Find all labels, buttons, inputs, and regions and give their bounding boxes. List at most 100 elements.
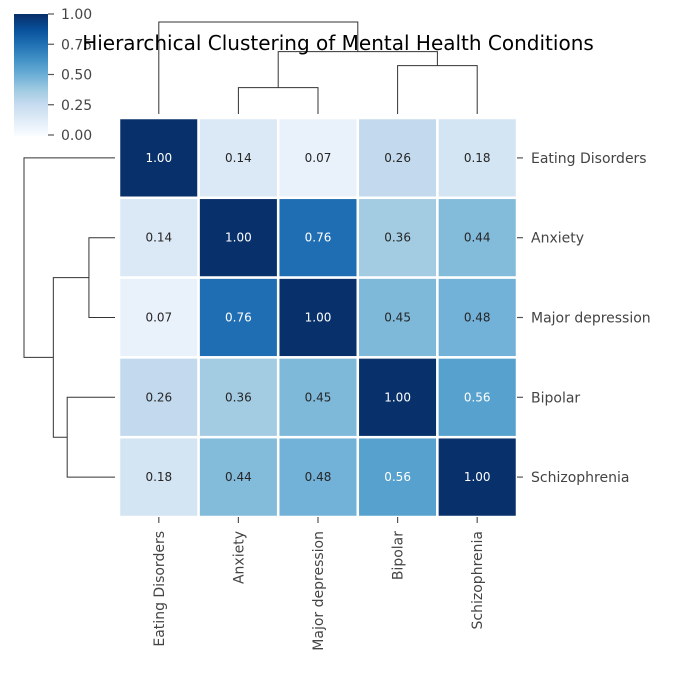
colorbar-segment bbox=[14, 36, 48, 39]
heatmap-cell bbox=[356, 276, 439, 359]
column-label-bipolar: Bipolar bbox=[391, 531, 407, 580]
colorbar-segment bbox=[14, 24, 48, 27]
colorbar-segment bbox=[14, 110, 48, 114]
column-label-anxiety: Anxiety bbox=[231, 531, 247, 584]
colorbar-segment bbox=[14, 16, 48, 19]
colorbar-tick-label: 0.75 bbox=[61, 37, 92, 53]
colorbar-segment bbox=[14, 50, 48, 53]
colorbar-segment bbox=[14, 38, 48, 41]
colorbar-segment bbox=[14, 96, 48, 100]
colorbar-tick-label: 0.00 bbox=[61, 128, 92, 144]
colorbar-segment bbox=[14, 42, 48, 45]
colorbar-segment bbox=[14, 98, 48, 102]
dendrogram-link bbox=[52, 277, 89, 438]
row-labels: Eating Disorders Anxiety Major depression B… bbox=[517, 151, 651, 486]
row-label-bipolar: Bipolar bbox=[531, 390, 580, 406]
cell-value-label: 1.00 bbox=[305, 311, 332, 325]
colorbar-segment bbox=[14, 66, 48, 70]
colorbar-segment bbox=[14, 118, 48, 122]
colorbar-tick-label: 1.00 bbox=[61, 7, 92, 23]
colorbar-segment bbox=[14, 78, 48, 82]
colorbar: 0.00 0.25 0.50 0.75 1.00 bbox=[14, 7, 92, 144]
column-labels: Eating Disorders Anxiety Major depression B… bbox=[152, 517, 486, 651]
colorbar-segment bbox=[14, 106, 48, 110]
colorbar-segment bbox=[14, 82, 48, 86]
colorbar-segment bbox=[14, 20, 48, 23]
cell-value-label: 0.44 bbox=[225, 470, 252, 484]
cell-value-label: 0.07 bbox=[305, 151, 332, 165]
colorbar-segment bbox=[14, 40, 48, 43]
heatmap-cell bbox=[197, 276, 280, 359]
cell-value-label: 0.48 bbox=[305, 470, 332, 484]
column-label-major-depression: Major depression bbox=[311, 531, 327, 651]
colorbar-segment bbox=[14, 130, 48, 134]
dendrogram-link bbox=[158, 21, 359, 114]
colorbar-segment bbox=[14, 124, 48, 128]
dendrogram-link bbox=[23, 157, 115, 358]
chart-title: Hierarchical Clustering of Mental Health… bbox=[82, 31, 594, 55]
colorbar-segment bbox=[14, 116, 48, 120]
row-label-schizophrenia: Schizophrenia bbox=[531, 470, 629, 486]
cell-value-label: 0.18 bbox=[145, 470, 172, 484]
colorbar-segment bbox=[14, 46, 48, 49]
heatmap-cell bbox=[197, 435, 280, 519]
colorbar-segment bbox=[14, 90, 48, 94]
colorbar-segment bbox=[14, 122, 48, 126]
colorbar-segment bbox=[14, 18, 48, 21]
colorbar-segment bbox=[14, 22, 48, 25]
row-label-anxiety: Anxiety bbox=[531, 231, 584, 247]
colorbar-segment bbox=[14, 64, 48, 68]
colorbar-segment bbox=[14, 80, 48, 84]
row-label-eating-disorders: Eating Disorders bbox=[531, 151, 647, 167]
column-dendrogram bbox=[158, 21, 478, 114]
colorbar-segment bbox=[14, 108, 48, 112]
colorbar-segment bbox=[14, 74, 48, 78]
cell-value-label: 0.07 bbox=[145, 311, 172, 325]
colorbar-tick-label: 0.50 bbox=[61, 68, 92, 84]
colorbar-segment bbox=[14, 84, 48, 88]
cell-value-label: 0.18 bbox=[464, 151, 491, 165]
cell-value-label: 0.56 bbox=[384, 470, 411, 484]
heatmap-cell bbox=[117, 196, 200, 279]
cell-value-label: 1.00 bbox=[225, 231, 252, 245]
colorbar-segment bbox=[14, 58, 48, 61]
colorbar-segment bbox=[14, 88, 48, 92]
cell-value-label: 0.45 bbox=[384, 311, 411, 325]
colorbar-segment bbox=[14, 128, 48, 132]
dendrogram-link bbox=[66, 396, 115, 478]
colorbar-segment bbox=[14, 54, 48, 57]
cell-value-label: 1.00 bbox=[145, 151, 172, 165]
cell-value-label: 1.00 bbox=[464, 470, 491, 484]
colorbar-segment bbox=[14, 34, 48, 37]
colorbar-segment bbox=[14, 126, 48, 130]
colorbar-segment bbox=[14, 28, 48, 31]
colorbar-segment bbox=[14, 30, 48, 33]
colorbar-segment bbox=[14, 112, 48, 116]
heatmap-cell bbox=[436, 196, 519, 279]
heatmap-cell bbox=[436, 435, 519, 519]
heatmap-grid: 1.00 0.14 0.07 0.26 0.18 0.14 1.00 0.76 0.36 0.44… bbox=[117, 116, 519, 519]
cell-value-label: 1.00 bbox=[384, 390, 411, 404]
cell-value-label: 0.56 bbox=[464, 390, 491, 404]
colorbar-segment bbox=[14, 14, 48, 17]
row-label-major-depression: Major depression bbox=[531, 311, 651, 327]
colorbar-segment bbox=[14, 102, 48, 106]
heatmap-cell bbox=[276, 116, 360, 200]
colorbar-segment bbox=[14, 56, 48, 59]
cell-value-label: 0.76 bbox=[305, 231, 332, 245]
colorbar-segment bbox=[14, 32, 48, 35]
dendrogram-link bbox=[88, 237, 115, 318]
cell-value-label: 0.36 bbox=[384, 231, 411, 245]
cell-value-label: 0.45 bbox=[305, 390, 332, 404]
colorbar-segment bbox=[14, 44, 48, 47]
colorbar-segment bbox=[14, 94, 48, 98]
colorbar-segment bbox=[14, 70, 48, 74]
cell-value-label: 0.26 bbox=[145, 390, 172, 404]
colorbar-segment bbox=[14, 48, 48, 51]
cell-value-label: 0.14 bbox=[145, 231, 172, 245]
colorbar-segment bbox=[14, 92, 48, 96]
dendrogram-link bbox=[397, 65, 478, 114]
colorbar-segment bbox=[14, 114, 48, 118]
dendrogram-link bbox=[237, 87, 319, 114]
